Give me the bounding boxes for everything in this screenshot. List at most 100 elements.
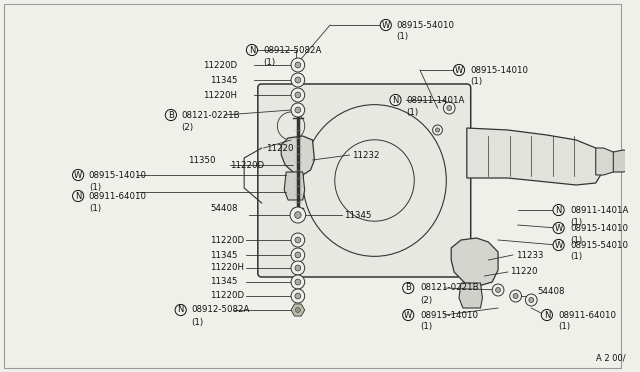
Text: 08915-54010: 08915-54010 (570, 241, 628, 250)
Text: 11220D: 11220D (230, 160, 264, 170)
Text: 08911-64010: 08911-64010 (89, 192, 147, 201)
Text: N: N (556, 205, 562, 215)
Polygon shape (596, 148, 617, 175)
Text: 11220D: 11220D (203, 61, 237, 70)
Text: (2): (2) (420, 295, 432, 305)
Circle shape (290, 207, 306, 223)
Circle shape (291, 58, 305, 72)
Polygon shape (613, 150, 637, 172)
Polygon shape (459, 283, 483, 308)
Circle shape (529, 298, 534, 302)
Polygon shape (284, 172, 305, 200)
Circle shape (295, 107, 301, 113)
Text: 11220: 11220 (510, 267, 538, 276)
Polygon shape (281, 136, 314, 175)
Text: W: W (404, 311, 412, 320)
Text: W: W (554, 241, 563, 250)
Text: N: N (177, 305, 184, 314)
Circle shape (444, 102, 455, 114)
Text: (1): (1) (559, 323, 571, 331)
Circle shape (294, 212, 301, 218)
Text: (1): (1) (420, 323, 432, 331)
Text: 54408: 54408 (537, 288, 564, 296)
Text: 08915-14010: 08915-14010 (471, 65, 529, 74)
Circle shape (291, 261, 305, 275)
Text: (1): (1) (570, 235, 582, 244)
Text: N: N (249, 45, 255, 55)
Text: 08911-64010: 08911-64010 (559, 311, 616, 320)
Text: W: W (554, 224, 563, 232)
Circle shape (295, 279, 301, 285)
Text: 11233: 11233 (516, 250, 543, 260)
Circle shape (291, 103, 305, 117)
Text: 08912-5082A: 08912-5082A (264, 45, 322, 55)
Text: (1): (1) (406, 108, 419, 116)
Text: 11345: 11345 (210, 76, 237, 84)
Text: N: N (392, 96, 399, 105)
Text: 08915-14010: 08915-14010 (89, 170, 147, 180)
Text: 11232: 11232 (351, 151, 379, 160)
Circle shape (291, 275, 305, 289)
Circle shape (435, 128, 440, 132)
Text: 08911-1401A: 08911-1401A (570, 205, 628, 215)
Circle shape (513, 294, 518, 298)
Text: (2): (2) (182, 122, 194, 131)
Text: 11220: 11220 (266, 144, 293, 153)
Text: 11345: 11345 (210, 278, 237, 286)
Circle shape (295, 293, 301, 299)
Circle shape (295, 77, 301, 83)
Circle shape (291, 88, 305, 102)
Text: 08915-54010: 08915-54010 (397, 20, 454, 29)
Text: 08912-5082A: 08912-5082A (191, 305, 250, 314)
Circle shape (447, 106, 452, 110)
Text: 11220H: 11220H (203, 90, 237, 99)
Circle shape (433, 125, 442, 135)
Text: 11350: 11350 (189, 155, 216, 164)
FancyBboxPatch shape (258, 84, 471, 277)
Text: 11220D: 11220D (210, 235, 244, 244)
Polygon shape (467, 128, 600, 185)
Circle shape (291, 233, 305, 247)
Text: 08911-1401A: 08911-1401A (406, 96, 465, 105)
Text: N: N (544, 311, 550, 320)
Circle shape (295, 62, 301, 68)
Circle shape (291, 73, 305, 87)
Circle shape (296, 308, 300, 312)
Circle shape (525, 294, 537, 306)
Circle shape (492, 284, 504, 296)
Circle shape (510, 290, 522, 302)
Text: 11220D: 11220D (210, 292, 244, 301)
Text: 11345: 11345 (210, 250, 237, 260)
Text: W: W (455, 65, 463, 74)
Circle shape (291, 248, 305, 262)
Text: W: W (381, 20, 390, 29)
Polygon shape (451, 238, 498, 286)
Polygon shape (291, 304, 305, 316)
Text: (1): (1) (570, 253, 582, 262)
Text: (1): (1) (570, 218, 582, 227)
Text: 54408: 54408 (210, 203, 237, 212)
Text: (1): (1) (191, 317, 204, 327)
Text: (1): (1) (89, 203, 101, 212)
Text: 11220H: 11220H (210, 263, 244, 273)
Circle shape (295, 265, 301, 271)
Text: (1): (1) (397, 32, 408, 41)
Text: B: B (168, 110, 174, 119)
Circle shape (291, 289, 305, 303)
Circle shape (295, 252, 301, 258)
Text: (1): (1) (471, 77, 483, 86)
Text: (1): (1) (89, 183, 101, 192)
Circle shape (495, 288, 500, 292)
Text: 11345: 11345 (344, 211, 371, 219)
Circle shape (295, 237, 301, 243)
Text: B: B (405, 283, 411, 292)
Text: N: N (75, 192, 81, 201)
Text: 08121-0221B: 08121-0221B (420, 283, 479, 292)
Text: A 2 00/: A 2 00/ (596, 353, 625, 362)
Text: (1): (1) (264, 58, 276, 67)
Text: 08915-14010: 08915-14010 (570, 224, 628, 232)
Text: 08121-0221B: 08121-0221B (182, 110, 240, 119)
Circle shape (295, 92, 301, 98)
Text: W: W (74, 170, 83, 180)
Text: 08915-14010: 08915-14010 (420, 311, 478, 320)
